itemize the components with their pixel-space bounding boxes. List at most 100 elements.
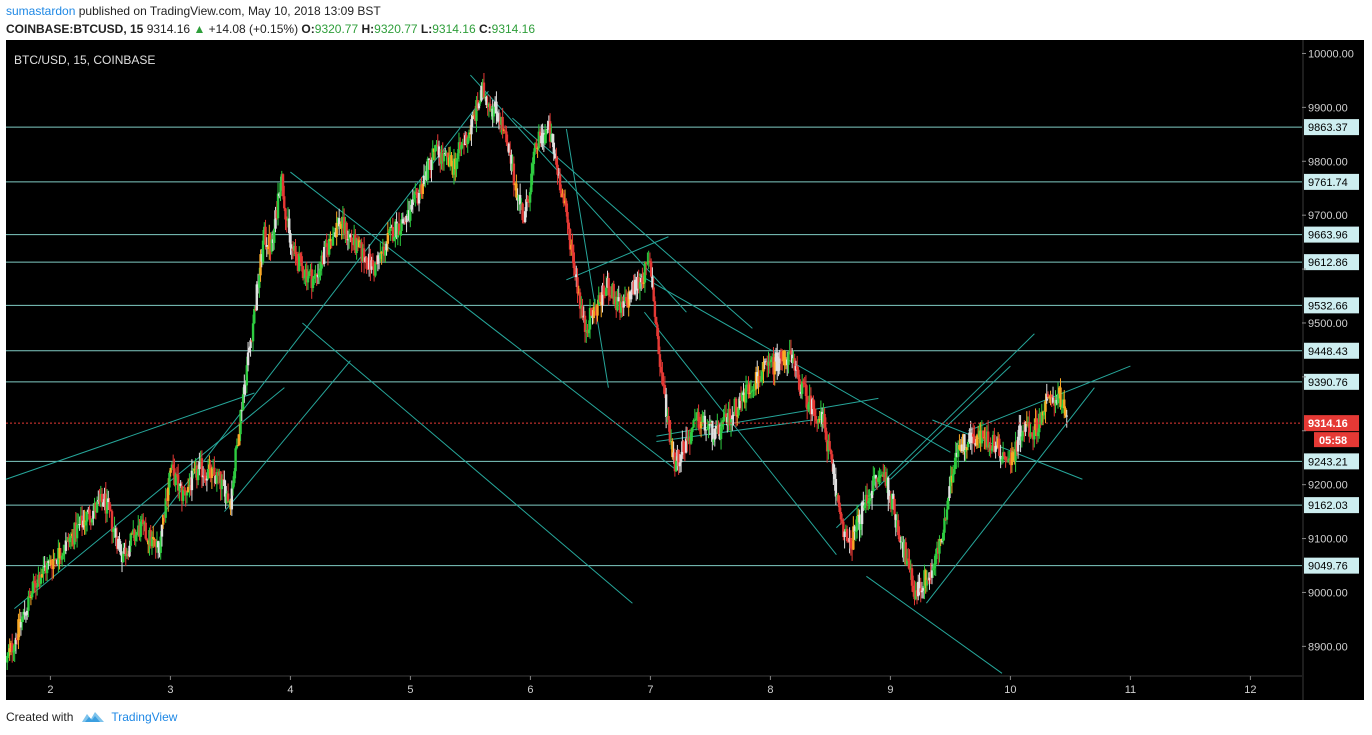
- candle-body: [255, 284, 258, 311]
- candle-body: [825, 439, 829, 452]
- candle-body: [456, 153, 459, 159]
- trend-line[interactable]: [644, 311, 837, 556]
- candle-body: [744, 384, 748, 403]
- candle-body: [966, 441, 970, 448]
- trend-line[interactable]: [512, 117, 753, 329]
- candle-body: [246, 352, 250, 366]
- candle-body: [1053, 402, 1056, 406]
- candle-body: [175, 474, 179, 476]
- candle-body: [412, 194, 416, 200]
- candle-body: [673, 452, 677, 472]
- candle-body: [391, 227, 395, 241]
- candle-body: [671, 440, 674, 458]
- candle-body: [652, 287, 655, 302]
- candle-body: [28, 596, 31, 598]
- trend-line[interactable]: [290, 171, 675, 469]
- price-change: +14.08 (+0.15%): [208, 22, 299, 36]
- candle-body: [591, 315, 594, 319]
- candle-body: [602, 285, 605, 295]
- candle-body: [711, 420, 714, 442]
- x-tick-label: 5: [407, 684, 413, 696]
- candle-body: [117, 539, 120, 549]
- candle-body: [653, 301, 657, 317]
- candle-body: [415, 191, 418, 195]
- candle-body: [649, 261, 653, 277]
- candle-body: [953, 468, 956, 475]
- candle-body: [679, 454, 683, 463]
- candle-body: [314, 274, 317, 277]
- candle-body: [135, 532, 139, 535]
- candle-body: [159, 536, 162, 553]
- candle-body: [850, 548, 854, 550]
- candle-body: [681, 441, 684, 455]
- candle-body: [384, 250, 387, 256]
- candle-body: [427, 158, 431, 160]
- y-tick-label: 10000.00: [1308, 48, 1354, 60]
- trend-line[interactable]: [565, 128, 609, 388]
- price-chart[interactable]: 9863.37 9761.74 9663.96 9612.86 9532.66 9448.…: [0, 40, 1372, 700]
- candle-body: [1039, 413, 1042, 425]
- candle-body: [77, 524, 80, 526]
- candle-body: [1048, 396, 1051, 398]
- candle-body: [919, 588, 922, 593]
- candle-body: [152, 536, 155, 539]
- candle-body: [955, 452, 959, 457]
- trend-line[interactable]: [566, 236, 669, 281]
- candle-body: [743, 395, 746, 403]
- candle-body: [523, 211, 527, 222]
- candle-body: [67, 537, 70, 543]
- candle-body: [158, 547, 161, 553]
- level-price-tag: [1304, 342, 1359, 359]
- candle-body: [259, 254, 262, 276]
- candle-body: [109, 509, 112, 512]
- candle-body: [359, 242, 362, 248]
- candle-body: [138, 525, 141, 537]
- candle-body: [885, 477, 889, 486]
- y-tick-label: 9900.00: [1308, 102, 1348, 114]
- candle-body: [970, 433, 974, 443]
- candle-body: [452, 158, 456, 175]
- y-tick-label: 9800.00: [1308, 156, 1348, 168]
- candle-body: [326, 246, 330, 255]
- countdown-label: 05:58: [1319, 435, 1347, 447]
- trend-line[interactable]: [302, 322, 633, 604]
- candle-body: [469, 132, 472, 135]
- candle-body: [1046, 394, 1050, 397]
- candle-body: [118, 539, 121, 545]
- candle-body: [800, 381, 804, 394]
- candle-body: [271, 239, 275, 243]
- trend-line[interactable]: [932, 419, 1083, 480]
- candle-body: [80, 515, 84, 528]
- candle-body: [688, 437, 692, 444]
- candle-body: [607, 278, 610, 296]
- candle-body: [226, 493, 230, 502]
- candle-body: [229, 501, 232, 510]
- candle-body: [163, 514, 166, 518]
- candle-body: [613, 296, 617, 305]
- candle-body: [206, 468, 210, 479]
- author-link[interactable]: sumastardon: [6, 4, 76, 18]
- candle-body: [913, 592, 916, 600]
- candle-body: [874, 475, 878, 479]
- tradingview-logo-icon[interactable]: [81, 710, 105, 724]
- tradingview-link[interactable]: TradingView: [111, 710, 178, 724]
- candle-body: [590, 308, 593, 316]
- x-tick-label: 2: [47, 684, 53, 696]
- trend-line[interactable]: [224, 360, 351, 512]
- candle-body: [495, 101, 498, 114]
- candle-body: [492, 106, 496, 117]
- candle-body: [988, 444, 991, 448]
- candle-body: [497, 120, 501, 122]
- candle-body: [1059, 387, 1062, 408]
- candle-body: [380, 251, 383, 254]
- trend-line[interactable]: [5, 392, 255, 480]
- candle-body: [976, 435, 980, 438]
- candle-body: [702, 415, 705, 421]
- trend-line[interactable]: [866, 575, 1003, 674]
- candle-body: [929, 572, 932, 578]
- candle-body: [355, 238, 358, 253]
- candle-body: [819, 411, 823, 419]
- candle-body: [1050, 394, 1053, 398]
- candle-body: [1056, 393, 1060, 404]
- chart-area[interactable]: 9863.37 9761.74 9663.96 9612.86 9532.66 9448.…: [0, 40, 1372, 700]
